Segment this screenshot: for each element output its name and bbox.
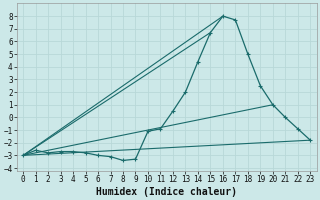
X-axis label: Humidex (Indice chaleur): Humidex (Indice chaleur) (96, 186, 237, 197)
